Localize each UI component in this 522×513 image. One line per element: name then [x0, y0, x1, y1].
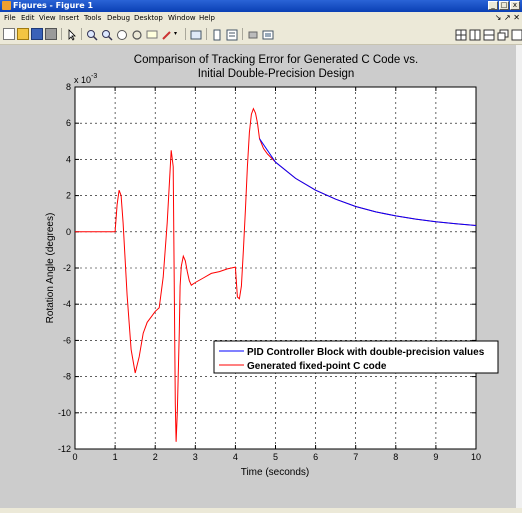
x-tick-label: 6	[313, 452, 318, 462]
x-tick-label: 10	[471, 452, 481, 462]
data-cursor-icon[interactable]	[146, 28, 158, 40]
y-tick-label: -10	[58, 408, 71, 418]
menu-insert[interactable]: Insert	[59, 14, 80, 22]
menu-debug[interactable]: Debug	[107, 14, 131, 22]
menu-view[interactable]: View	[39, 14, 56, 22]
colorbar-icon[interactable]	[211, 28, 223, 41]
x-tick-label: 4	[233, 452, 238, 462]
window-titlebar: Figures - Figure 1 _ □ x	[0, 0, 522, 12]
print-icon[interactable]	[45, 28, 57, 40]
rotate-3d-icon[interactable]	[131, 28, 143, 40]
figure-canvas: Comparison of Tracking Error for Generat…	[0, 45, 522, 508]
tile-icon[interactable]	[455, 28, 467, 41]
left-right-icon[interactable]	[469, 28, 481, 41]
x-tick-label: 3	[193, 452, 198, 462]
zoom-out-icon[interactable]	[101, 28, 113, 41]
toolbar-separator	[81, 28, 82, 40]
menu-edit[interactable]: Edit	[21, 14, 35, 22]
new-figure-icon[interactable]	[3, 28, 15, 40]
window-edge-strip	[516, 45, 522, 508]
y-exponent-power: -3	[91, 73, 97, 80]
y-exponent-base: x 10	[74, 75, 91, 85]
y-tick-label: -8	[63, 372, 71, 382]
float-icon[interactable]	[497, 28, 509, 41]
legend-icon[interactable]	[226, 28, 238, 41]
legend-label-fixed-point: Generated fixed-point C code	[247, 361, 387, 372]
y-tick-label: -12	[58, 444, 71, 454]
x-tick-label: 9	[433, 452, 438, 462]
grid-lines	[75, 87, 476, 449]
x-tick-label: 7	[353, 452, 358, 462]
x-tick-label: 0	[72, 452, 77, 462]
top-bottom-icon[interactable]	[483, 28, 495, 41]
y-tick-label: -6	[63, 335, 71, 345]
maximize-button[interactable]: □	[499, 1, 509, 10]
x-tick-label: 1	[113, 452, 118, 462]
menu-window[interactable]: Window	[168, 14, 196, 22]
toolbar-separator	[185, 28, 186, 40]
menu-desktop[interactable]: Desktop	[134, 14, 163, 22]
y-tick-label: 0	[66, 227, 71, 237]
y-tick-label: 4	[66, 154, 71, 164]
x-tick-label: 2	[153, 452, 158, 462]
window-controls: _ □ x	[488, 1, 520, 10]
menu-bar: File Edit View Insert Tools Debug Deskto…	[0, 12, 522, 24]
legend-label-double-precision: PID Controller Block with double-precisi…	[247, 347, 485, 358]
zoom-in-icon[interactable]	[86, 28, 98, 41]
chart-title-line-2: Initial Double-Precision Design	[198, 68, 355, 80]
x-tick-label: 8	[393, 452, 398, 462]
legend[interactable]: PID Controller Block with double-precisi…	[213, 340, 499, 374]
edit-plot-icon[interactable]	[66, 28, 78, 41]
chevron-down-icon[interactable]: ▾	[174, 31, 178, 37]
menu-help[interactable]: Help	[199, 14, 215, 22]
show-plot-tools-icon[interactable]	[262, 28, 274, 40]
series-lines	[75, 107, 477, 442]
toolbar-separator	[242, 28, 243, 40]
pan-icon[interactable]	[116, 28, 128, 40]
toolbar-separator	[61, 28, 62, 40]
menu-dock-controls[interactable]: ↘ ↗ ✕	[494, 13, 520, 22]
y-tick-label: 8	[66, 82, 71, 92]
x-axis-label: Time (seconds)	[241, 467, 310, 478]
hide-plot-tools-icon[interactable]	[247, 28, 259, 40]
matlab-app-icon	[2, 1, 11, 10]
toolbar-separator	[206, 28, 207, 40]
chart-title-line-1: Comparison of Tracking Error for Generat…	[134, 54, 418, 66]
window-title: Figures - Figure 1	[13, 1, 94, 10]
minimize-button[interactable]: _	[488, 1, 498, 10]
open-file-icon[interactable]	[17, 28, 29, 40]
menu-file[interactable]: File	[4, 14, 16, 22]
y-tick-label: 6	[66, 118, 71, 128]
menu-tools[interactable]: Tools	[84, 14, 102, 22]
x-tick-label: 5	[273, 452, 278, 462]
link-plot-icon[interactable]	[190, 28, 202, 40]
save-icon[interactable]	[31, 28, 43, 40]
dock-icon[interactable]	[511, 28, 522, 41]
y-axis-label: Rotation Angle (degrees)	[45, 213, 56, 324]
brush-icon[interactable]	[161, 28, 173, 40]
axis-ticks: 0 1 2 3 4 5 6 7 8 9 10 8 6 4 2 0 -2 -4 -6 -8 -10 -12	[58, 82, 481, 462]
y-tick-label: -2	[63, 263, 71, 273]
figure-toolbar: ▾	[0, 24, 522, 45]
series-line-double-precision	[259, 138, 477, 226]
plot-svg: Comparison of Tracking Error for Generat…	[45, 54, 499, 478]
close-button[interactable]: x	[510, 1, 520, 10]
legend-box	[213, 340, 499, 374]
y-tick-label: -4	[63, 299, 71, 309]
y-tick-label: 2	[66, 191, 71, 201]
